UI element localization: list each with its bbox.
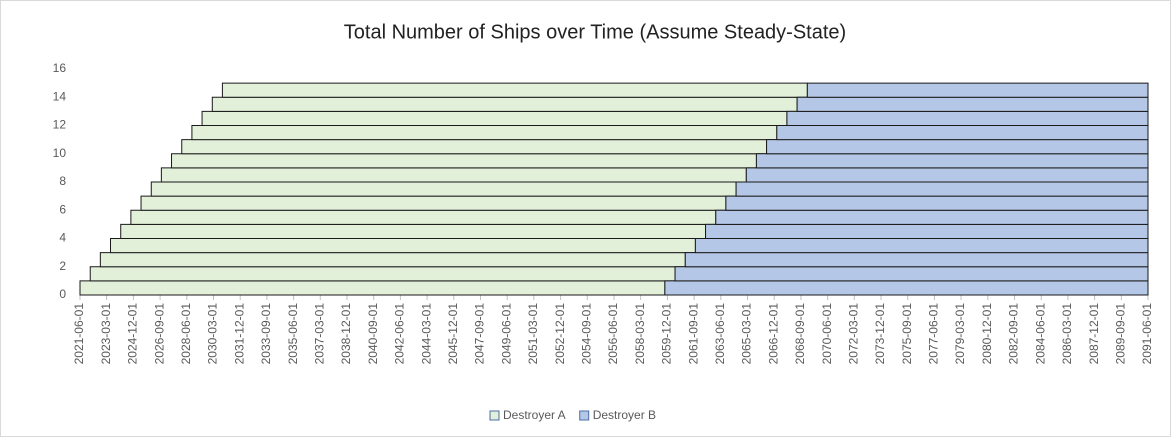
bar — [664, 280, 1149, 296]
y-tick-label: 16 — [53, 61, 67, 75]
bar — [99, 252, 686, 268]
x-tick-label: 2068-09-01 — [793, 303, 807, 365]
x-tick-label: 2047-09-01 — [473, 303, 487, 365]
legend-label: Destroyer A — [503, 408, 566, 422]
y-tick-label: 0 — [59, 287, 66, 301]
x-tick-label: 2080-12-01 — [980, 303, 994, 365]
x-tick-label: 2058-03-01 — [633, 303, 647, 365]
bar — [191, 125, 778, 141]
x-tick-label: 2070-06-01 — [820, 303, 834, 365]
bar — [221, 82, 808, 98]
x-tick-label: 2021-06-01 — [72, 303, 86, 365]
x-tick-label: 2066-12-01 — [766, 303, 780, 365]
legend-swatch — [579, 410, 590, 421]
y-tick-label: 14 — [53, 89, 67, 103]
bar — [755, 153, 1149, 169]
y-tick-label: 12 — [53, 118, 67, 132]
x-tick-label: 2084-06-01 — [1033, 303, 1047, 365]
y-tick-label: 4 — [59, 231, 66, 245]
x-tick-label: 2079-03-01 — [953, 303, 967, 365]
x-tick-label: 2091-06-01 — [1140, 303, 1154, 365]
x-tick-label: 2024-12-01 — [126, 303, 140, 365]
bar — [211, 96, 798, 112]
bar — [181, 139, 768, 155]
bar — [776, 125, 1149, 141]
bar — [694, 238, 1149, 254]
legend-swatch — [489, 410, 500, 421]
bar — [171, 153, 757, 169]
x-tick-label: 2061-09-01 — [686, 303, 700, 365]
bar — [79, 280, 666, 296]
bar — [786, 110, 1149, 126]
x-tick-label: 2040-09-01 — [366, 303, 380, 365]
x-tick-label: 2042-06-01 — [393, 303, 407, 365]
x-tick-label: 2056-06-01 — [606, 303, 620, 365]
x-tick-label: 2086-03-01 — [1060, 303, 1074, 365]
x-tick-label: 2035-06-01 — [286, 303, 300, 365]
x-tick-label: 2065-03-01 — [740, 303, 754, 365]
x-tick-label: 2026-09-01 — [152, 303, 166, 365]
x-tick-label: 2044-03-01 — [419, 303, 433, 365]
bar — [735, 181, 1149, 197]
y-tick-label: 8 — [59, 174, 66, 188]
x-tick-label: 2031-12-01 — [232, 303, 246, 365]
x-tick-label: 2054-09-01 — [580, 303, 594, 365]
bar — [684, 252, 1149, 268]
x-tick-label: 2052-12-01 — [553, 303, 567, 365]
bar — [705, 223, 1149, 239]
bar — [160, 167, 747, 183]
bar — [674, 266, 1149, 282]
y-tick-label: 10 — [53, 146, 67, 160]
bar — [201, 110, 788, 126]
x-tick-label: 2073-12-01 — [873, 303, 887, 365]
x-tick-label: 2087-12-01 — [1087, 303, 1101, 365]
x-tick-label: 2075-09-01 — [900, 303, 914, 365]
x-tick-label: 2082-09-01 — [1007, 303, 1021, 365]
x-tick-label: 2023-03-01 — [99, 303, 113, 365]
bar — [130, 209, 717, 225]
x-tick-label: 2045-12-01 — [446, 303, 460, 365]
x-tick-label: 2028-06-01 — [179, 303, 193, 365]
bar — [725, 195, 1149, 211]
bar — [120, 223, 707, 239]
x-tick-label: 2072-03-01 — [846, 303, 860, 365]
bar — [745, 167, 1149, 183]
bar — [89, 266, 676, 282]
x-tick-label: 2077-06-01 — [927, 303, 941, 365]
bar — [806, 82, 1149, 98]
x-tick-label: 2049-06-01 — [499, 303, 513, 365]
chart-title: Total Number of Ships over Time (Assume … — [344, 21, 846, 43]
bar — [150, 181, 737, 197]
bar — [109, 238, 696, 254]
x-tick-label: 2051-03-01 — [526, 303, 540, 365]
x-tick-label: 2037-03-01 — [312, 303, 326, 365]
x-tick-label: 2063-06-01 — [713, 303, 727, 365]
y-tick-label: 6 — [59, 202, 66, 216]
bar — [766, 139, 1149, 155]
x-tick-label: 2089-09-01 — [1114, 303, 1128, 365]
x-tick-label: 2033-09-01 — [259, 303, 273, 365]
bar — [796, 96, 1149, 112]
bar — [715, 209, 1149, 225]
x-tick-label: 2038-12-01 — [339, 303, 353, 365]
x-tick-label: 2059-12-01 — [660, 303, 674, 365]
legend-label: Destroyer B — [593, 408, 656, 422]
y-tick-label: 2 — [59, 259, 66, 273]
x-tick-label: 2030-03-01 — [206, 303, 220, 365]
bar — [140, 195, 727, 211]
